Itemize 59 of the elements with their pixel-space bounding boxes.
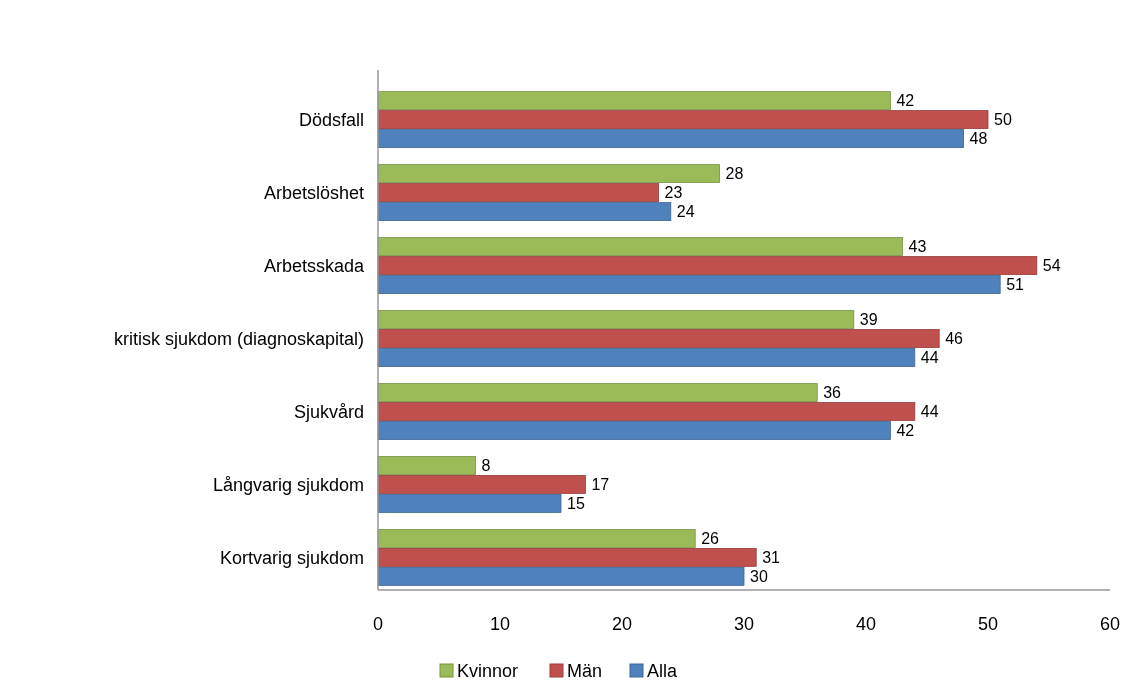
- data-label: 54: [1042, 257, 1061, 275]
- bar: [377, 91, 891, 111]
- bar: [377, 529, 696, 548]
- data-label: 44: [920, 402, 939, 420]
- bar: [377, 183, 659, 202]
- y-tick-label: kritisk sjukdom (diagnoskapital): [113, 329, 364, 349]
- bar: [377, 402, 916, 421]
- bar: [377, 310, 855, 329]
- x-tick-label: 30: [733, 614, 755, 634]
- y-tick-label: Arbetsskada: [263, 256, 365, 277]
- data-label: 44: [920, 348, 939, 366]
- legend-label: Män: [567, 661, 603, 681]
- bar: [377, 110, 989, 129]
- x-tick-label: 20: [611, 614, 633, 634]
- data-label: 17: [591, 475, 610, 493]
- bar: [377, 202, 672, 221]
- bar: [377, 548, 757, 567]
- bar: [377, 237, 903, 256]
- bar: [377, 275, 1001, 294]
- x-tick-label: 0: [372, 614, 384, 634]
- bar: [377, 475, 586, 494]
- data-label: 51: [1006, 276, 1025, 294]
- bar: [377, 329, 940, 348]
- data-label: 42: [896, 421, 915, 439]
- y-tick-label: Arbetslöshet: [263, 183, 364, 204]
- y-tick-label: Långvarig sjukdom: [212, 474, 364, 495]
- bar: [377, 494, 562, 513]
- data-label: 26: [701, 529, 720, 547]
- data-label: 43: [908, 238, 927, 256]
- y-tick-label: Dödsfall: [298, 110, 364, 131]
- data-label: 31: [762, 548, 781, 566]
- data-label: 46: [945, 330, 964, 347]
- y-tick-label: Sjukvård: [293, 401, 364, 422]
- data-label: 28: [725, 165, 744, 183]
- data-label: 36: [823, 383, 842, 401]
- data-label: 39: [859, 311, 878, 329]
- legend-label: Alla: [647, 661, 678, 681]
- bar: [377, 421, 891, 440]
- data-label: 8: [481, 456, 491, 474]
- x-tick-label: 40: [855, 614, 877, 634]
- bar: [377, 456, 476, 475]
- bar: [377, 383, 818, 402]
- y-tick-label: Kortvarig sjukdom: [219, 547, 364, 568]
- bar: [377, 348, 916, 367]
- data-label: 24: [676, 203, 695, 221]
- bar: [377, 566, 745, 586]
- data-label: 23: [664, 184, 683, 202]
- data-label: 50: [994, 111, 1012, 129]
- data-label: 30: [750, 567, 768, 585]
- data-label: 15: [567, 494, 585, 512]
- bar: [377, 164, 720, 183]
- x-tick-label: 10: [489, 614, 511, 634]
- data-label: 42: [896, 92, 915, 110]
- x-tick-label: 50: [977, 614, 999, 634]
- bar: [377, 129, 964, 148]
- data-label: 48: [969, 130, 988, 148]
- legend-label: Kvinnor: [457, 661, 519, 681]
- bar: [377, 256, 1038, 275]
- x-tick-label: 60: [1099, 614, 1121, 634]
